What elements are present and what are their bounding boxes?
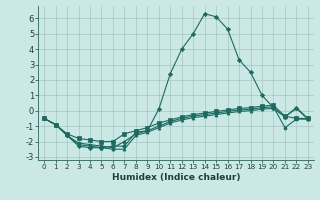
X-axis label: Humidex (Indice chaleur): Humidex (Indice chaleur) bbox=[112, 173, 240, 182]
